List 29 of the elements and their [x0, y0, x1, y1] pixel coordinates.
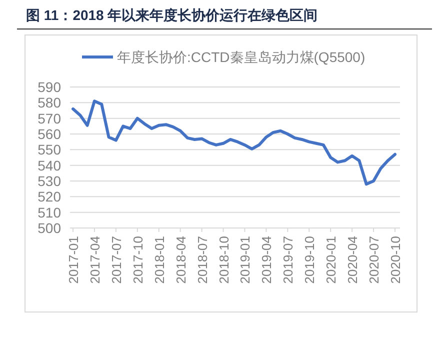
y-tick-label: 590 [38, 79, 62, 95]
x-tick-label: 2019-04 [259, 236, 274, 284]
x-tick-label: 2020-10 [388, 236, 403, 284]
x-tick-label: 2020-07 [366, 236, 382, 284]
x-tick-label: 2020-01 [324, 236, 339, 284]
y-tick-label: 540 [38, 157, 62, 174]
x-tick-label: 2018-01 [152, 236, 167, 284]
x-tick-label: 2019-01 [238, 236, 253, 284]
line-series [72, 100, 396, 186]
y-tick-label: 510 [38, 204, 62, 220]
y-tick-label: 550 [38, 142, 62, 158]
y-tick-label: 580 [38, 94, 62, 111]
x-tick-label: 2017-04 [87, 236, 102, 284]
legend-label: 年度长协价:CCTD秦皇岛动力煤(Q5500) [117, 49, 366, 65]
y-tick-label: 520 [38, 188, 62, 205]
x-tick-label: 2017-01 [66, 236, 81, 284]
y-tick-label: 530 [38, 173, 62, 189]
y-tick-label: 570 [38, 110, 62, 126]
x-tick-label: 2017-07 [108, 236, 124, 284]
x-tick-label: 2019-07 [280, 236, 296, 284]
x-tick-label: 2019-10 [302, 236, 318, 284]
y-tick-label: 500 [38, 220, 62, 236]
x-tick-label: 2017-10 [130, 236, 146, 284]
x-tick-label: 2018-07 [194, 236, 210, 284]
y-tick-label: 560 [38, 126, 62, 142]
x-tick-label: 2018-04 [173, 236, 188, 284]
x-tick-label: 2018-10 [216, 236, 232, 284]
chart-title: 图 11：2018 年以来年度长协价运行在绿色区间 [26, 7, 318, 23]
x-tick-label: 2020-04 [345, 236, 360, 284]
